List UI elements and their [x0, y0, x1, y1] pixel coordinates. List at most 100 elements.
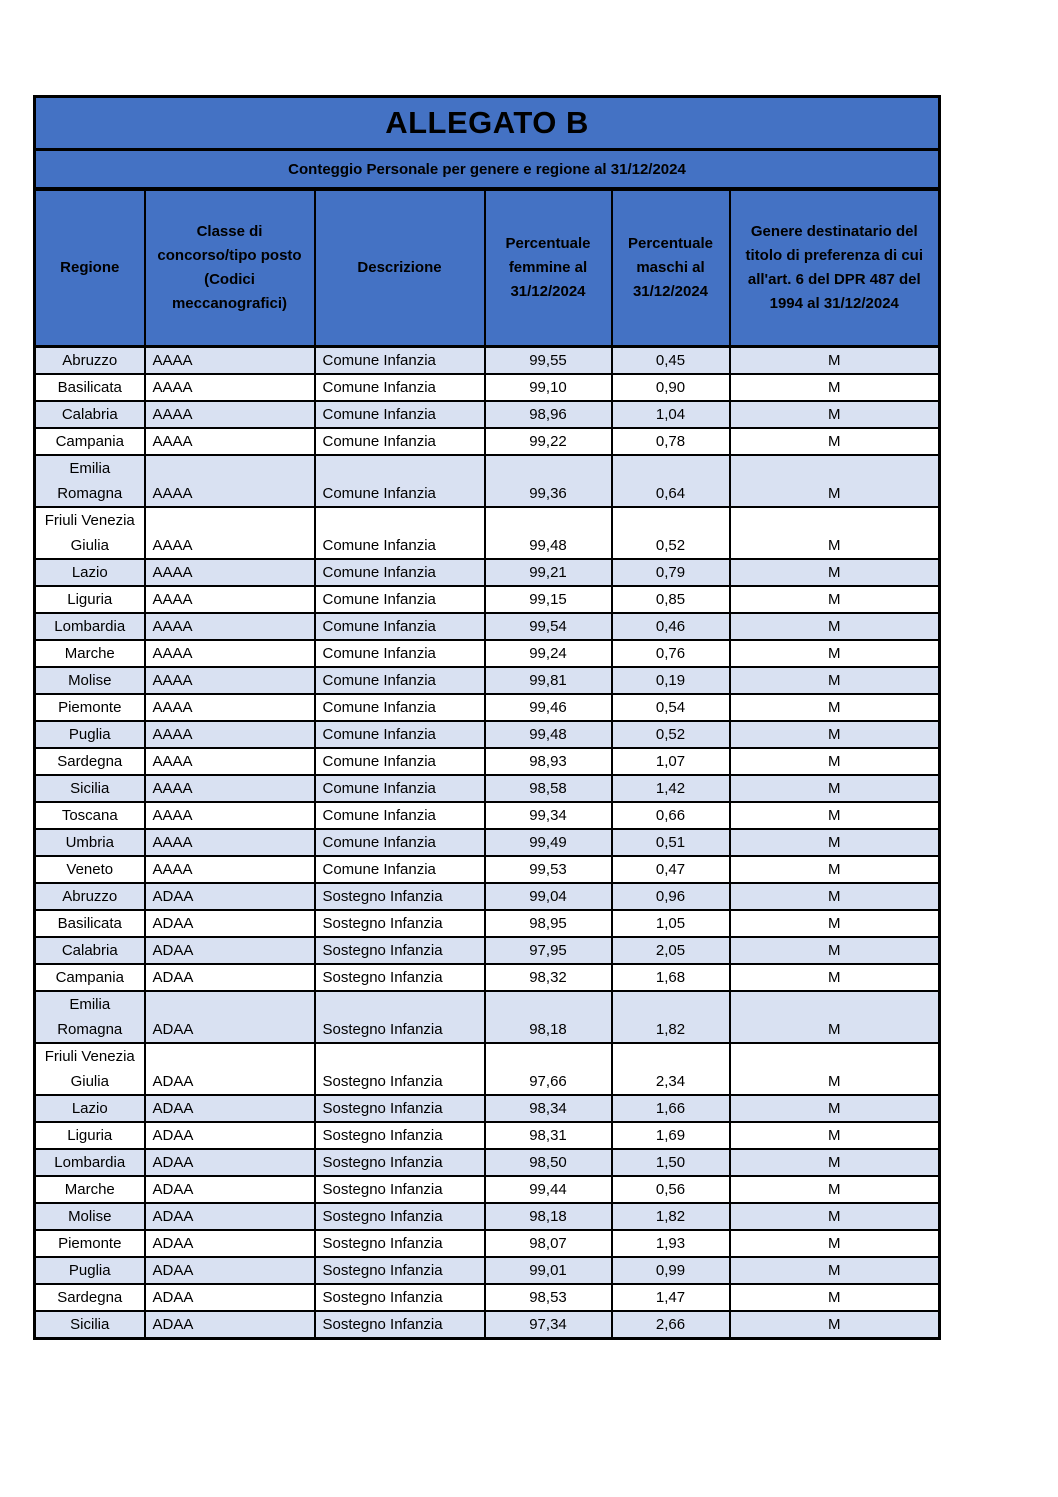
cell-codice-meccanografico: ADAA — [143, 1148, 316, 1177]
cell-percentuale-femmine: 99,81 — [483, 666, 613, 695]
cell-descrizione: Comune Infanzia — [313, 828, 486, 857]
column-header-regione: Regione — [33, 188, 146, 348]
cell-codice-meccanografico: AAAA — [143, 400, 316, 429]
cell-genere-destinatario: M — [728, 1256, 941, 1285]
cell-descrizione: Sostegno Infanzia — [313, 990, 486, 1044]
column-header-perc-femmine: Percentuale femmine al 31/12/2024 — [483, 188, 613, 348]
cell-percentuale-maschi: 0,52 — [610, 506, 731, 560]
cell-codice-meccanografico: ADAA — [143, 1121, 316, 1150]
cell-percentuale-maschi: 1,82 — [610, 990, 731, 1044]
cell-percentuale-maschi: 2,34 — [610, 1042, 731, 1096]
cell-genere-destinatario: M — [728, 855, 941, 884]
cell-codice-meccanografico: AAAA — [143, 666, 316, 695]
cell-codice-meccanografico: AAAA — [143, 747, 316, 776]
cell-percentuale-maschi: 0,79 — [610, 558, 731, 587]
cell-percentuale-maschi: 1,93 — [610, 1229, 731, 1258]
cell-descrizione: Sostegno Infanzia — [313, 1094, 486, 1123]
cell-percentuale-maschi: 1,05 — [610, 909, 731, 938]
cell-regione: Sardegna — [33, 1283, 146, 1312]
cell-percentuale-maschi: 1,04 — [610, 400, 731, 429]
table-row: Liguria AAAA Comune Infanzia 99,15 0,85 M — [33, 585, 941, 614]
document-title-row: ALLEGATO B — [33, 95, 941, 151]
cell-codice-meccanografico: AAAA — [143, 612, 316, 641]
cell-genere-destinatario: M — [728, 882, 941, 911]
cell-genere-destinatario: M — [728, 774, 941, 803]
cell-codice-meccanografico: AAAA — [143, 585, 316, 614]
cell-percentuale-femmine: 99,48 — [483, 720, 613, 749]
cell-percentuale-femmine: 99,01 — [483, 1256, 613, 1285]
table-row: Sardegna AAAA Comune Infanzia 98,93 1,07 M — [33, 747, 941, 776]
cell-regione: Campania — [33, 427, 146, 456]
cell-codice-meccanografico: AAAA — [143, 828, 316, 857]
cell-descrizione: Sostegno Infanzia — [313, 1229, 486, 1258]
cell-percentuale-maschi: 1,68 — [610, 963, 731, 992]
column-header-genere: Genere destinatario del titolo di prefer… — [728, 188, 941, 348]
table-row: Emilia Romagna AAAA Comune Infanzia 99,36 0,… — [33, 454, 941, 508]
cell-regione: Puglia — [33, 1256, 146, 1285]
table-row: Molise ADAA Sostegno Infanzia 98,18 1,82 M — [33, 1202, 941, 1231]
cell-genere-destinatario: M — [728, 400, 941, 429]
cell-percentuale-maschi: 0,45 — [610, 345, 731, 375]
cell-percentuale-maschi: 2,66 — [610, 1310, 731, 1340]
cell-descrizione: Comune Infanzia — [313, 373, 486, 402]
cell-descrizione: Comune Infanzia — [313, 558, 486, 587]
cell-regione: Umbria — [33, 828, 146, 857]
cell-regione: Piemonte — [33, 693, 146, 722]
cell-descrizione: Sostegno Infanzia — [313, 1283, 486, 1312]
cell-genere-destinatario: M — [728, 936, 941, 965]
cell-descrizione: Comune Infanzia — [313, 666, 486, 695]
table-row: Veneto AAAA Comune Infanzia 99,53 0,47 M — [33, 855, 941, 884]
cell-regione: Veneto — [33, 855, 146, 884]
table-row: Toscana AAAA Comune Infanzia 99,34 0,66 M — [33, 801, 941, 830]
cell-regione: Marche — [33, 639, 146, 668]
cell-percentuale-femmine: 97,95 — [483, 936, 613, 965]
cell-regione: Calabria — [33, 400, 146, 429]
cell-descrizione: Sostegno Infanzia — [313, 1175, 486, 1204]
cell-percentuale-maschi: 0,96 — [610, 882, 731, 911]
cell-percentuale-femmine: 98,34 — [483, 1094, 613, 1123]
cell-percentuale-femmine: 98,58 — [483, 774, 613, 803]
cell-percentuale-femmine: 98,18 — [483, 1202, 613, 1231]
cell-regione: Liguria — [33, 585, 146, 614]
cell-genere-destinatario: M — [728, 373, 941, 402]
cell-genere-destinatario: M — [728, 1202, 941, 1231]
cell-regione: Abruzzo — [33, 345, 146, 375]
cell-percentuale-femmine: 99,24 — [483, 639, 613, 668]
cell-codice-meccanografico: ADAA — [143, 936, 316, 965]
cell-codice-meccanografico: ADAA — [143, 1042, 316, 1096]
cell-codice-meccanografico: AAAA — [143, 373, 316, 402]
table-row: Abruzzo AAAA Comune Infanzia 99,55 0,45 M — [33, 345, 941, 375]
cell-codice-meccanografico: AAAA — [143, 774, 316, 803]
cell-percentuale-femmine: 99,04 — [483, 882, 613, 911]
cell-genere-destinatario: M — [728, 1094, 941, 1123]
cell-percentuale-maschi: 1,50 — [610, 1148, 731, 1177]
cell-genere-destinatario: M — [728, 693, 941, 722]
cell-codice-meccanografico: AAAA — [143, 454, 316, 508]
table-row: Sardegna ADAA Sostegno Infanzia 98,53 1,47 M — [33, 1283, 941, 1312]
table-row: Piemonte AAAA Comune Infanzia 99,46 0,54 M — [33, 693, 941, 722]
table-row: Umbria AAAA Comune Infanzia 99,49 0,51 M — [33, 828, 941, 857]
cell-codice-meccanografico: ADAA — [143, 1310, 316, 1340]
cell-genere-destinatario: M — [728, 585, 941, 614]
cell-percentuale-femmine: 99,54 — [483, 612, 613, 641]
cell-descrizione: Comune Infanzia — [313, 506, 486, 560]
table-row: Sicilia AAAA Comune Infanzia 98,58 1,42 M — [33, 774, 941, 803]
cell-regione: Sardegna — [33, 747, 146, 776]
cell-codice-meccanografico: AAAA — [143, 693, 316, 722]
cell-percentuale-femmine: 97,34 — [483, 1310, 613, 1340]
cell-codice-meccanografico: AAAA — [143, 639, 316, 668]
cell-descrizione: Comune Infanzia — [313, 400, 486, 429]
table-row: Puglia AAAA Comune Infanzia 99,48 0,52 M — [33, 720, 941, 749]
cell-percentuale-femmine: 99,53 — [483, 855, 613, 884]
cell-percentuale-femmine: 98,93 — [483, 747, 613, 776]
cell-descrizione: Sostegno Infanzia — [313, 1148, 486, 1177]
cell-genere-destinatario: M — [728, 1042, 941, 1096]
table-row: Marche AAAA Comune Infanzia 99,24 0,76 M — [33, 639, 941, 668]
cell-regione: Calabria — [33, 936, 146, 965]
cell-percentuale-maschi: 1,66 — [610, 1094, 731, 1123]
table-row: Sicilia ADAA Sostegno Infanzia 97,34 2,66 M — [33, 1310, 941, 1340]
table-row: Lombardia ADAA Sostegno Infanzia 98,50 1,50 M — [33, 1148, 941, 1177]
cell-percentuale-maschi: 1,07 — [610, 747, 731, 776]
cell-genere-destinatario: M — [728, 558, 941, 587]
cell-descrizione: Comune Infanzia — [313, 639, 486, 668]
